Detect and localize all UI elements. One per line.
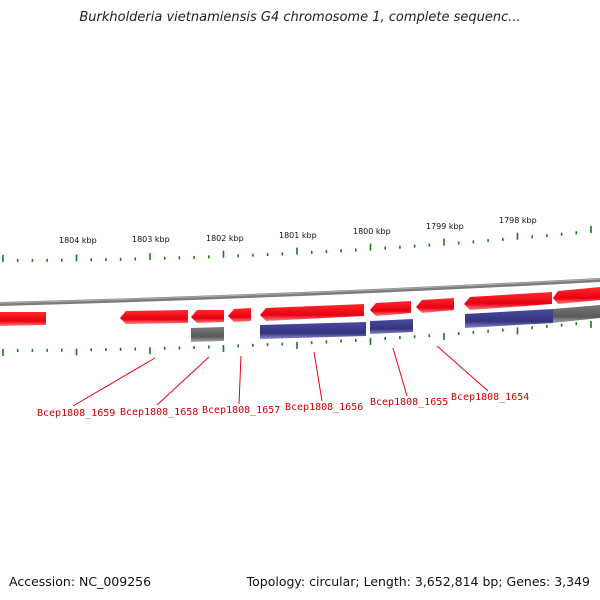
leader-line xyxy=(436,345,489,392)
kbp-label: 1798 kbp xyxy=(499,216,537,225)
kbp-label: 1804 kbp xyxy=(59,236,97,245)
gene-label[interactable]: Bcep1808_1655 xyxy=(370,397,448,408)
lower-tick-ruler xyxy=(2,320,592,356)
gene-arrow[interactable] xyxy=(464,292,552,310)
other-feature[interactable] xyxy=(191,327,224,342)
gene-arrow[interactable] xyxy=(191,310,224,323)
leader-line xyxy=(392,347,408,397)
leader-line xyxy=(238,355,242,405)
backbone-track xyxy=(0,278,600,306)
cds-feature[interactable] xyxy=(370,319,413,334)
gene-label[interactable]: Bcep1808_1656 xyxy=(285,402,363,413)
gene-labels: Bcep1808_1659 Bcep1808_1658 Bcep1808_165… xyxy=(37,392,529,419)
kbp-label: 1802 kbp xyxy=(206,234,244,243)
kbp-label: 1803 kbp xyxy=(132,235,170,244)
gene-label[interactable]: Bcep1808_1657 xyxy=(202,405,280,416)
gene-arrow[interactable] xyxy=(260,304,364,321)
kbp-label: 1799 kbp xyxy=(426,222,464,231)
gene-arrow[interactable] xyxy=(370,301,411,316)
kbp-label: 1801 kbp xyxy=(279,231,317,240)
gene-arrow[interactable] xyxy=(120,310,188,324)
genome-summary-text: Topology: circular; Length: 3,652,814 bp… xyxy=(246,574,590,589)
accession-text: Accession: NC_009256 xyxy=(9,574,152,589)
gene-label[interactable]: Bcep1808_1659 xyxy=(37,408,115,419)
gene-label[interactable]: Bcep1808_1654 xyxy=(451,392,529,403)
upper-tick-ruler xyxy=(2,225,592,262)
gene-track xyxy=(0,287,600,326)
kbp-labels: 1804 kbp 1803 kbp 1802 kbp 1801 kbp 1800… xyxy=(59,216,537,245)
gene-arrow[interactable] xyxy=(0,312,46,326)
leader-line xyxy=(72,357,156,407)
leader-line xyxy=(313,351,323,402)
cds-feature[interactable] xyxy=(465,309,553,328)
map-title: Burkholderia vietnamiensis G4 chromosome… xyxy=(79,10,521,25)
gene-arrow[interactable] xyxy=(553,287,600,304)
backbone-track-highlight xyxy=(0,278,600,304)
other-feature[interactable] xyxy=(553,305,600,323)
cds-feature[interactable] xyxy=(260,322,366,339)
kbp-label: 1800 kbp xyxy=(353,227,391,236)
gene-arrow[interactable] xyxy=(416,298,454,313)
gene-label[interactable]: Bcep1808_1658 xyxy=(120,407,198,418)
gene-leader-lines xyxy=(72,345,489,407)
gene-arrow[interactable] xyxy=(228,308,251,322)
leader-line xyxy=(156,356,210,406)
feature-track xyxy=(191,305,600,342)
